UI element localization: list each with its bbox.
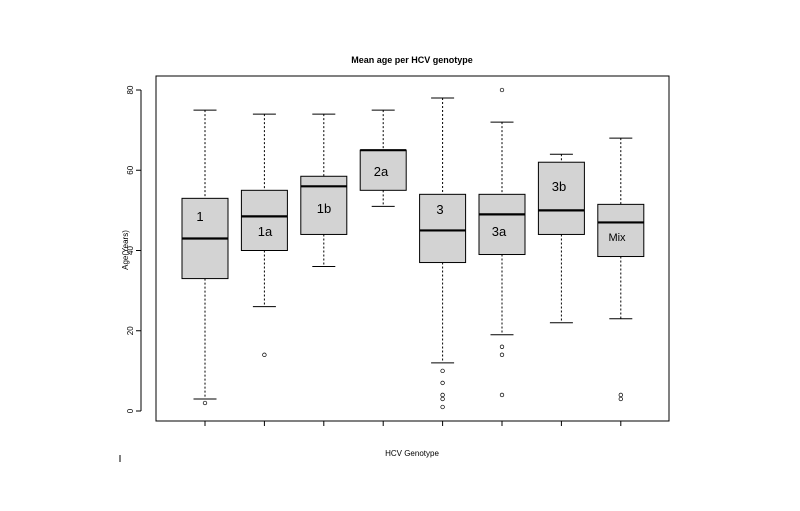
x-axis-label: HCV Genotype	[385, 449, 439, 458]
outlier-point	[499, 87, 505, 93]
box-label-1b: 1b	[317, 201, 331, 216]
x-axis	[204, 420, 622, 426]
y-tick-label: 20	[126, 326, 135, 335]
box-label-1: 1	[196, 209, 203, 224]
plot-frame	[155, 75, 670, 422]
box-label-2a: 2a	[374, 164, 389, 179]
box-label-3b: 3b	[552, 179, 566, 194]
iqr-box	[419, 193, 467, 264]
box-3	[419, 97, 467, 410]
y-tick-label: 40	[126, 246, 135, 255]
box-3b	[537, 153, 585, 324]
outlier-point	[618, 392, 623, 398]
box-1	[181, 109, 229, 406]
outlier-point	[499, 352, 505, 357]
outlier-point	[440, 396, 445, 402]
box-1b	[300, 113, 348, 268]
chart-title: Mean age per HCV genotype	[351, 55, 473, 65]
box-2a	[359, 109, 407, 207]
outlier-point	[440, 392, 445, 398]
box-label-3a: 3a	[492, 224, 507, 239]
iqr-box	[478, 193, 526, 256]
outlier-point	[440, 404, 445, 410]
y-axis: 0 20 40 60 80	[126, 85, 142, 413]
box-3a	[478, 87, 526, 398]
y-axis-label: Age(Years)	[121, 230, 130, 270]
y-tick-label: 0	[126, 408, 135, 413]
outlier-point	[499, 392, 505, 398]
box-1a	[240, 113, 288, 357]
outlier-point	[618, 396, 623, 402]
y-tick-label: 60	[126, 165, 135, 174]
outlier-point	[202, 400, 208, 406]
iqr-box	[597, 203, 645, 258]
outlier-point	[440, 368, 445, 374]
box-Mix	[597, 137, 645, 402]
box-label-1a: 1a	[258, 224, 273, 239]
outlier-point	[499, 344, 505, 349]
outlier-point	[262, 352, 267, 357]
box-label-3: 3	[436, 202, 443, 217]
box-label-Mix: Mix	[608, 232, 626, 244]
iqr-box	[537, 161, 585, 235]
y-tick-label: 80	[126, 85, 135, 94]
outlier-point	[440, 380, 445, 386]
boxes: 1 1a 1b 2a 3 3a 3b Mix	[181, 87, 645, 410]
iqr-box	[240, 189, 288, 251]
